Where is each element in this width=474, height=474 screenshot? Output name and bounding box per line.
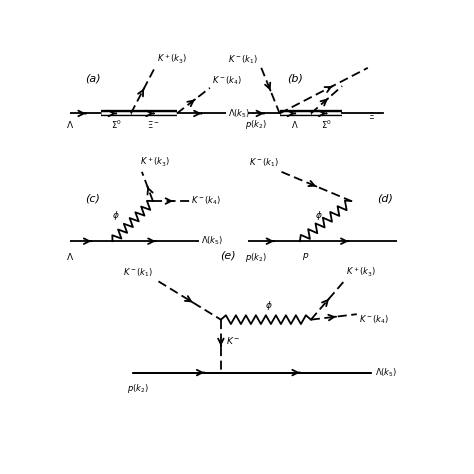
- Text: $K^-(k_4)$: $K^-(k_4)$: [359, 313, 389, 326]
- Text: $\Lambda$: $\Lambda$: [66, 251, 74, 262]
- Text: $K^-(k_1)$: $K^-(k_1)$: [228, 54, 259, 66]
- Text: (e): (e): [220, 250, 236, 260]
- Text: $p(k_2)$: $p(k_2)$: [245, 251, 267, 264]
- Text: $\Lambda(k_5)$: $\Lambda(k_5)$: [375, 366, 398, 379]
- Text: (a): (a): [85, 73, 100, 83]
- Text: $p(k_2)$: $p(k_2)$: [245, 118, 267, 131]
- Text: $p(k_2)$: $p(k_2)$: [127, 383, 149, 395]
- Text: $\Lambda$: $\Lambda$: [291, 119, 299, 130]
- Text: $K^-(k_1)$: $K^-(k_1)$: [123, 266, 153, 279]
- Text: (d): (d): [377, 194, 393, 204]
- Text: $K^+(k_3)$: $K^+(k_3)$: [140, 156, 170, 169]
- Text: $\Lambda(k_5)$: $\Lambda(k_5)$: [228, 107, 251, 120]
- Text: $K^-(k_4)$: $K^-(k_4)$: [212, 74, 242, 87]
- Text: $K^+(k_3)$: $K^+(k_3)$: [346, 265, 376, 279]
- Text: $\Sigma^0$: $\Sigma^0$: [111, 118, 121, 131]
- Text: $K^-(k_1)$: $K^-(k_1)$: [249, 157, 279, 169]
- Text: $\phi$: $\phi$: [112, 209, 120, 222]
- Text: $\Xi^-$: $\Xi^-$: [368, 110, 382, 121]
- Text: $K^+(k_3)$: $K^+(k_3)$: [156, 53, 187, 66]
- Text: $\Lambda$: $\Lambda$: [66, 119, 74, 130]
- Text: $\Lambda(k_5)$: $\Lambda(k_5)$: [201, 235, 223, 247]
- Text: $\Xi^-$: $\Xi^-$: [147, 119, 160, 130]
- Text: $K^-(k_4)$: $K^-(k_4)$: [191, 195, 222, 207]
- Text: $p$: $p$: [301, 251, 309, 262]
- Text: $\Sigma^0$: $\Sigma^0$: [321, 118, 332, 131]
- Text: $\phi$: $\phi$: [265, 299, 273, 311]
- Text: $K^-$: $K^-$: [227, 335, 241, 346]
- Text: (b): (b): [287, 73, 303, 83]
- Text: $\phi$: $\phi$: [315, 209, 322, 222]
- Text: (c): (c): [85, 194, 100, 204]
